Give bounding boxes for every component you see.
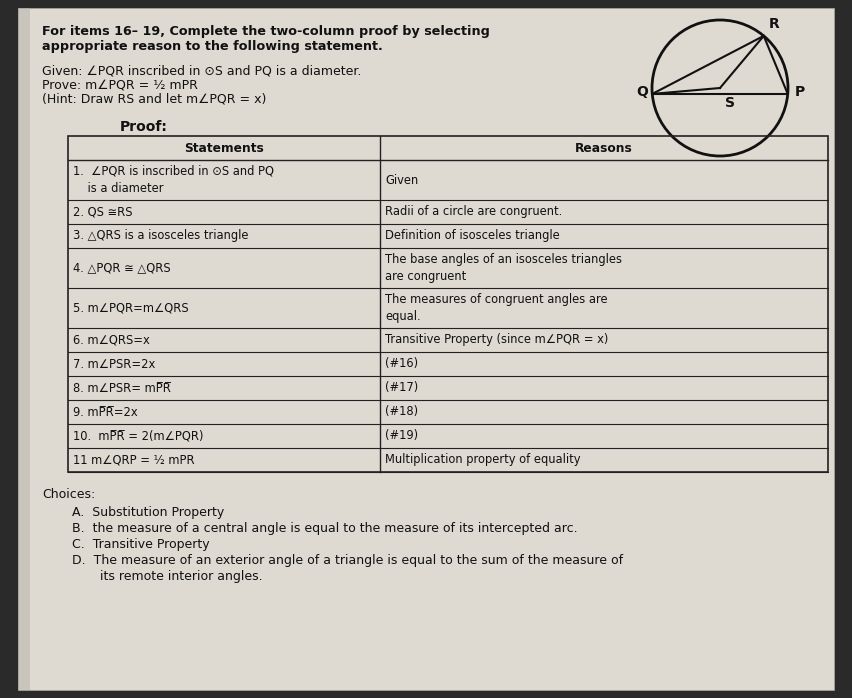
Text: The measures of congruent angles are: The measures of congruent angles are — [385, 292, 607, 306]
Text: Q: Q — [636, 85, 648, 99]
Text: A.  Substitution Property: A. Substitution Property — [72, 506, 224, 519]
Text: are congruent: are congruent — [385, 270, 466, 283]
Text: C.  Transitive Property: C. Transitive Property — [72, 538, 210, 551]
Text: Prove: m∠PQR = ½ mPR: Prove: m∠PQR = ½ mPR — [42, 78, 198, 91]
Text: Radii of a circle are congruent.: Radii of a circle are congruent. — [385, 205, 562, 218]
Text: appropriate reason to the following statement.: appropriate reason to the following stat… — [42, 40, 383, 53]
Text: For items 16– 19, Complete the two-column proof by selecting: For items 16– 19, Complete the two-colum… — [42, 25, 490, 38]
Text: R: R — [769, 17, 780, 31]
Text: 8. m∠PSR= mP̅R̅: 8. m∠PSR= mP̅R̅ — [73, 382, 171, 394]
Text: Given: ∠PQR inscribed in ⊙S and PQ is a diameter.: Given: ∠PQR inscribed in ⊙S and PQ is a … — [42, 64, 361, 77]
Text: 5. m∠PQR=m∠QRS: 5. m∠PQR=m∠QRS — [73, 302, 188, 315]
Text: 2. QS ≅RS: 2. QS ≅RS — [73, 205, 133, 218]
Text: 9. mP̅R̅=2x: 9. mP̅R̅=2x — [73, 406, 138, 419]
Text: 3. △QRS is a isosceles triangle: 3. △QRS is a isosceles triangle — [73, 230, 249, 242]
Text: The base angles of an isosceles triangles: The base angles of an isosceles triangle… — [385, 253, 622, 266]
FancyBboxPatch shape — [18, 8, 834, 690]
Text: (#17): (#17) — [385, 382, 418, 394]
Text: its remote interior angles.: its remote interior angles. — [72, 570, 262, 583]
Text: P: P — [795, 85, 805, 99]
Text: 10.  mP̅R̅ = 2(m∠PQR): 10. mP̅R̅ = 2(m∠PQR) — [73, 429, 204, 443]
Text: Multiplication property of equality: Multiplication property of equality — [385, 454, 580, 466]
Text: Transitive Property (since m∠PQR = x): Transitive Property (since m∠PQR = x) — [385, 334, 608, 346]
Text: Given: Given — [385, 174, 418, 186]
Text: (#19): (#19) — [385, 429, 418, 443]
Text: Choices:: Choices: — [42, 488, 95, 501]
Text: 4. △PQR ≅ △QRS: 4. △PQR ≅ △QRS — [73, 262, 170, 274]
Text: D.  The measure of an exterior angle of a triangle is equal to the sum of the me: D. The measure of an exterior angle of a… — [72, 554, 623, 567]
Text: (Hint: Draw RS and let m∠PQR = x): (Hint: Draw RS and let m∠PQR = x) — [42, 92, 267, 105]
Text: Proof:: Proof: — [120, 120, 168, 134]
FancyBboxPatch shape — [18, 8, 30, 690]
Text: (#16): (#16) — [385, 357, 418, 371]
Text: 7. m∠PSR=2x: 7. m∠PSR=2x — [73, 357, 155, 371]
Text: equal.: equal. — [385, 311, 421, 323]
Text: 6. m∠QRS=x: 6. m∠QRS=x — [73, 334, 150, 346]
Text: B.  the measure of a central angle is equal to the measure of its intercepted ar: B. the measure of a central angle is equ… — [72, 522, 578, 535]
Text: Definition of isosceles triangle: Definition of isosceles triangle — [385, 230, 560, 242]
Text: (#18): (#18) — [385, 406, 418, 419]
Text: 11 m∠QRP = ½ mPR: 11 m∠QRP = ½ mPR — [73, 454, 194, 466]
Text: S: S — [725, 96, 735, 110]
Text: is a diameter: is a diameter — [73, 182, 164, 195]
Text: Reasons: Reasons — [575, 142, 633, 154]
Text: 1.  ∠PQR is inscribed in ⊙S and PQ: 1. ∠PQR is inscribed in ⊙S and PQ — [73, 165, 274, 178]
Text: Statements: Statements — [184, 142, 264, 154]
